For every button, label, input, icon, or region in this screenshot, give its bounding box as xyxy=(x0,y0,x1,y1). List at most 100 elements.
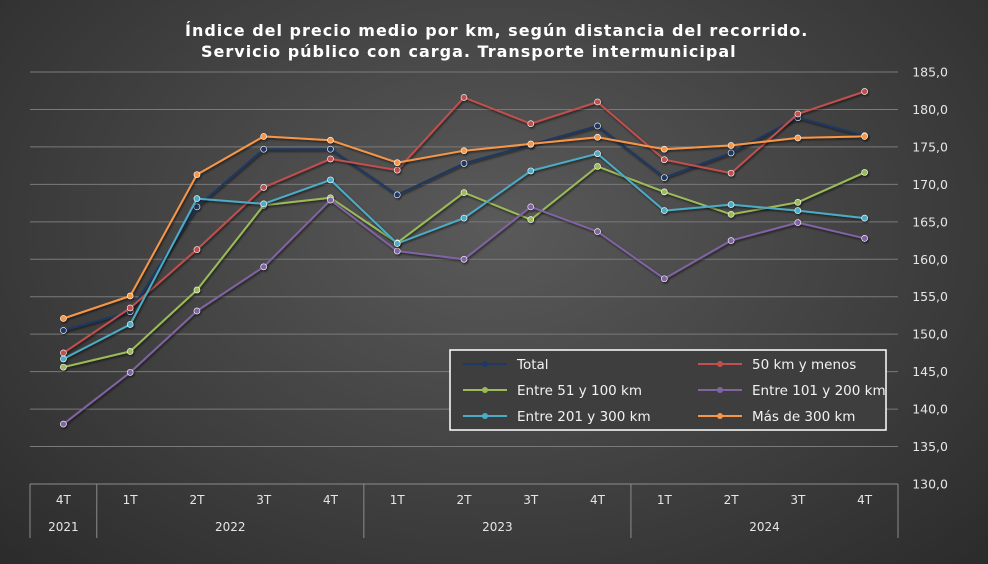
y-tick-label: 180,0 xyxy=(912,102,948,117)
legend-label: Total xyxy=(516,357,549,373)
data-point xyxy=(193,203,201,211)
x-axis-table: 4T 1T 2T 3T 4T 1T 2T 3T 4T 1T 2T 3T 4T 2021 2022 2023 20… xyxy=(29,483,899,538)
data-point xyxy=(594,163,601,170)
y-axis: 130,0 135,0 140,0 145,0 150,0 155,0 160,0 165,0… xyxy=(912,65,948,492)
data-point xyxy=(193,195,201,202)
data-point xyxy=(794,199,802,206)
series-5 xyxy=(60,133,868,322)
x-tick-label: 4T xyxy=(323,493,339,507)
x-tick-label: 2T xyxy=(724,493,740,507)
y-tick-label: 130,0 xyxy=(912,477,948,492)
data-point xyxy=(193,286,201,294)
y-tick-label: 145,0 xyxy=(912,364,948,379)
data-point xyxy=(594,228,601,235)
year-label: 2024 xyxy=(749,520,780,534)
chart-title-line-2: Servicio público con carga. Transporte i… xyxy=(201,42,737,61)
series-layer xyxy=(60,88,868,428)
data-point xyxy=(794,207,802,214)
data-point xyxy=(460,189,468,196)
data-point xyxy=(60,327,67,334)
data-point xyxy=(393,240,401,247)
x-tick-label: 1T xyxy=(123,493,139,507)
data-point xyxy=(60,315,67,322)
x-tick-label: 2T xyxy=(457,493,473,507)
data-point xyxy=(327,196,334,204)
data-point xyxy=(661,174,668,181)
year-label: 2023 xyxy=(482,520,513,534)
data-point xyxy=(260,200,267,208)
data-point xyxy=(393,191,401,199)
data-point xyxy=(794,219,802,226)
data-point xyxy=(193,307,201,315)
data-point xyxy=(661,275,668,283)
data-point xyxy=(126,348,134,355)
series-1 xyxy=(60,88,868,357)
legend-swatch-marker xyxy=(717,387,723,393)
data-point xyxy=(393,159,401,166)
legend-label: 50 km y menos xyxy=(752,357,856,373)
data-point xyxy=(193,171,201,178)
y-tick-label: 135,0 xyxy=(912,439,948,454)
data-point xyxy=(594,150,601,157)
year-label: 2022 xyxy=(215,520,246,534)
data-point xyxy=(126,369,134,376)
data-point xyxy=(861,88,868,95)
data-point xyxy=(661,188,668,196)
data-point xyxy=(861,214,868,222)
y-tick-label: 165,0 xyxy=(912,214,948,229)
data-point xyxy=(327,145,334,153)
legend-box xyxy=(449,349,887,431)
data-point xyxy=(727,142,735,149)
data-point xyxy=(727,201,735,208)
legend-swatch-marker xyxy=(482,413,488,419)
data-point xyxy=(327,176,334,184)
data-point xyxy=(460,147,468,154)
data-point xyxy=(327,136,334,144)
data-point xyxy=(260,145,267,153)
data-point xyxy=(327,155,334,163)
data-point xyxy=(527,203,535,211)
data-point xyxy=(861,133,868,140)
legend-swatch-marker xyxy=(717,413,723,419)
data-point xyxy=(661,207,668,214)
series-line xyxy=(63,165,866,369)
data-point xyxy=(527,120,535,127)
data-point xyxy=(661,145,668,153)
legend-label: Entre 51 y 100 km xyxy=(517,383,642,399)
data-point xyxy=(60,349,67,357)
data-point xyxy=(460,214,468,222)
data-point xyxy=(60,363,67,371)
series-2 xyxy=(60,163,868,371)
data-point xyxy=(260,133,267,140)
legend-label: Más de 300 km xyxy=(752,409,855,425)
y-tick-label: 170,0 xyxy=(912,177,948,192)
data-point xyxy=(661,156,668,163)
data-point xyxy=(527,167,535,175)
data-point xyxy=(727,237,735,244)
data-point xyxy=(727,211,735,218)
y-tick-label: 150,0 xyxy=(912,327,948,342)
x-tick-label: 4T xyxy=(56,493,72,507)
data-point xyxy=(527,140,535,148)
x-tick-label: 1T xyxy=(657,493,673,507)
legend-label: Entre 201 y 300 km xyxy=(517,409,651,425)
legend-swatch-marker xyxy=(717,361,723,367)
x-tick-label: 1T xyxy=(390,493,406,507)
year-label: 2021 xyxy=(48,520,79,534)
x-tick-label: 3T xyxy=(256,493,272,507)
chart-title-line-1: Índice del precio medio por km, según di… xyxy=(185,21,808,40)
data-point xyxy=(727,149,735,157)
y-tick-label: 175,0 xyxy=(912,139,948,154)
x-tick-label: 4T xyxy=(857,493,873,507)
data-point xyxy=(460,160,468,167)
data-point xyxy=(260,184,267,191)
data-point xyxy=(460,94,468,101)
data-point xyxy=(594,98,601,106)
y-tick-label: 185,0 xyxy=(912,65,948,80)
data-point xyxy=(60,420,67,428)
legend: Total 50 km y menos Entre 51 y 100 km Entre… xyxy=(449,349,887,431)
data-point xyxy=(861,169,868,176)
data-point xyxy=(794,110,802,118)
